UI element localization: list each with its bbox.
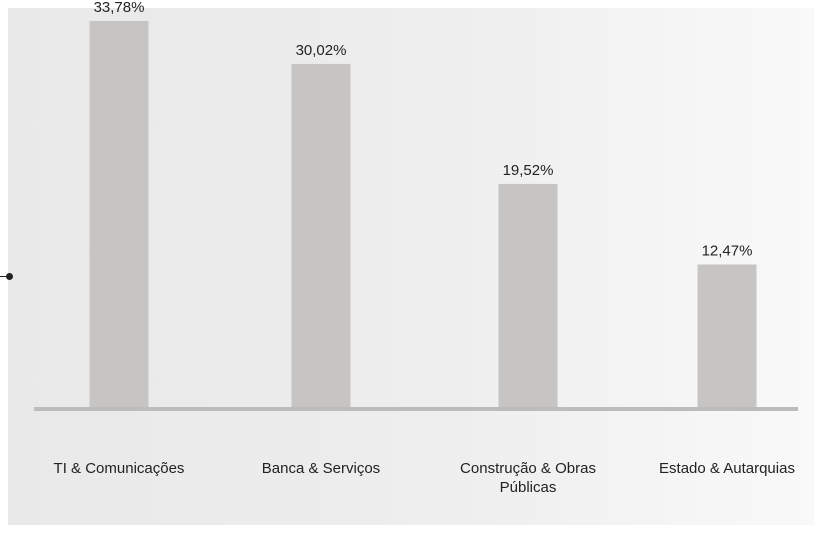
bar-0 (89, 20, 149, 407)
value-label-3: 12,47% (702, 242, 753, 259)
category-label-1: Banca & Serviços (262, 460, 380, 477)
value-label-2: 19,52% (503, 162, 554, 179)
category-label-3: Estado & Autarquias (659, 460, 795, 477)
category-labels-group: TI & Comunicações Banca & Serviços Constru… (54, 460, 795, 496)
value-labels-group: 33,78% 30,02% 19,52% 12,47% (94, 0, 753, 259)
bar-2 (498, 183, 558, 407)
value-label-1: 30,02% (296, 42, 347, 59)
connector-dot (6, 273, 13, 280)
chart-baseline (34, 407, 798, 411)
category-label-2: Construção & Obras Públicas (460, 460, 596, 496)
value-label-0: 33,78% (94, 0, 145, 16)
bars-group (89, 20, 757, 408)
bar-1 (291, 63, 351, 408)
category-label-0: TI & Comunicações (54, 460, 185, 477)
connector-line (0, 276, 10, 277)
bar-3 (697, 264, 757, 407)
